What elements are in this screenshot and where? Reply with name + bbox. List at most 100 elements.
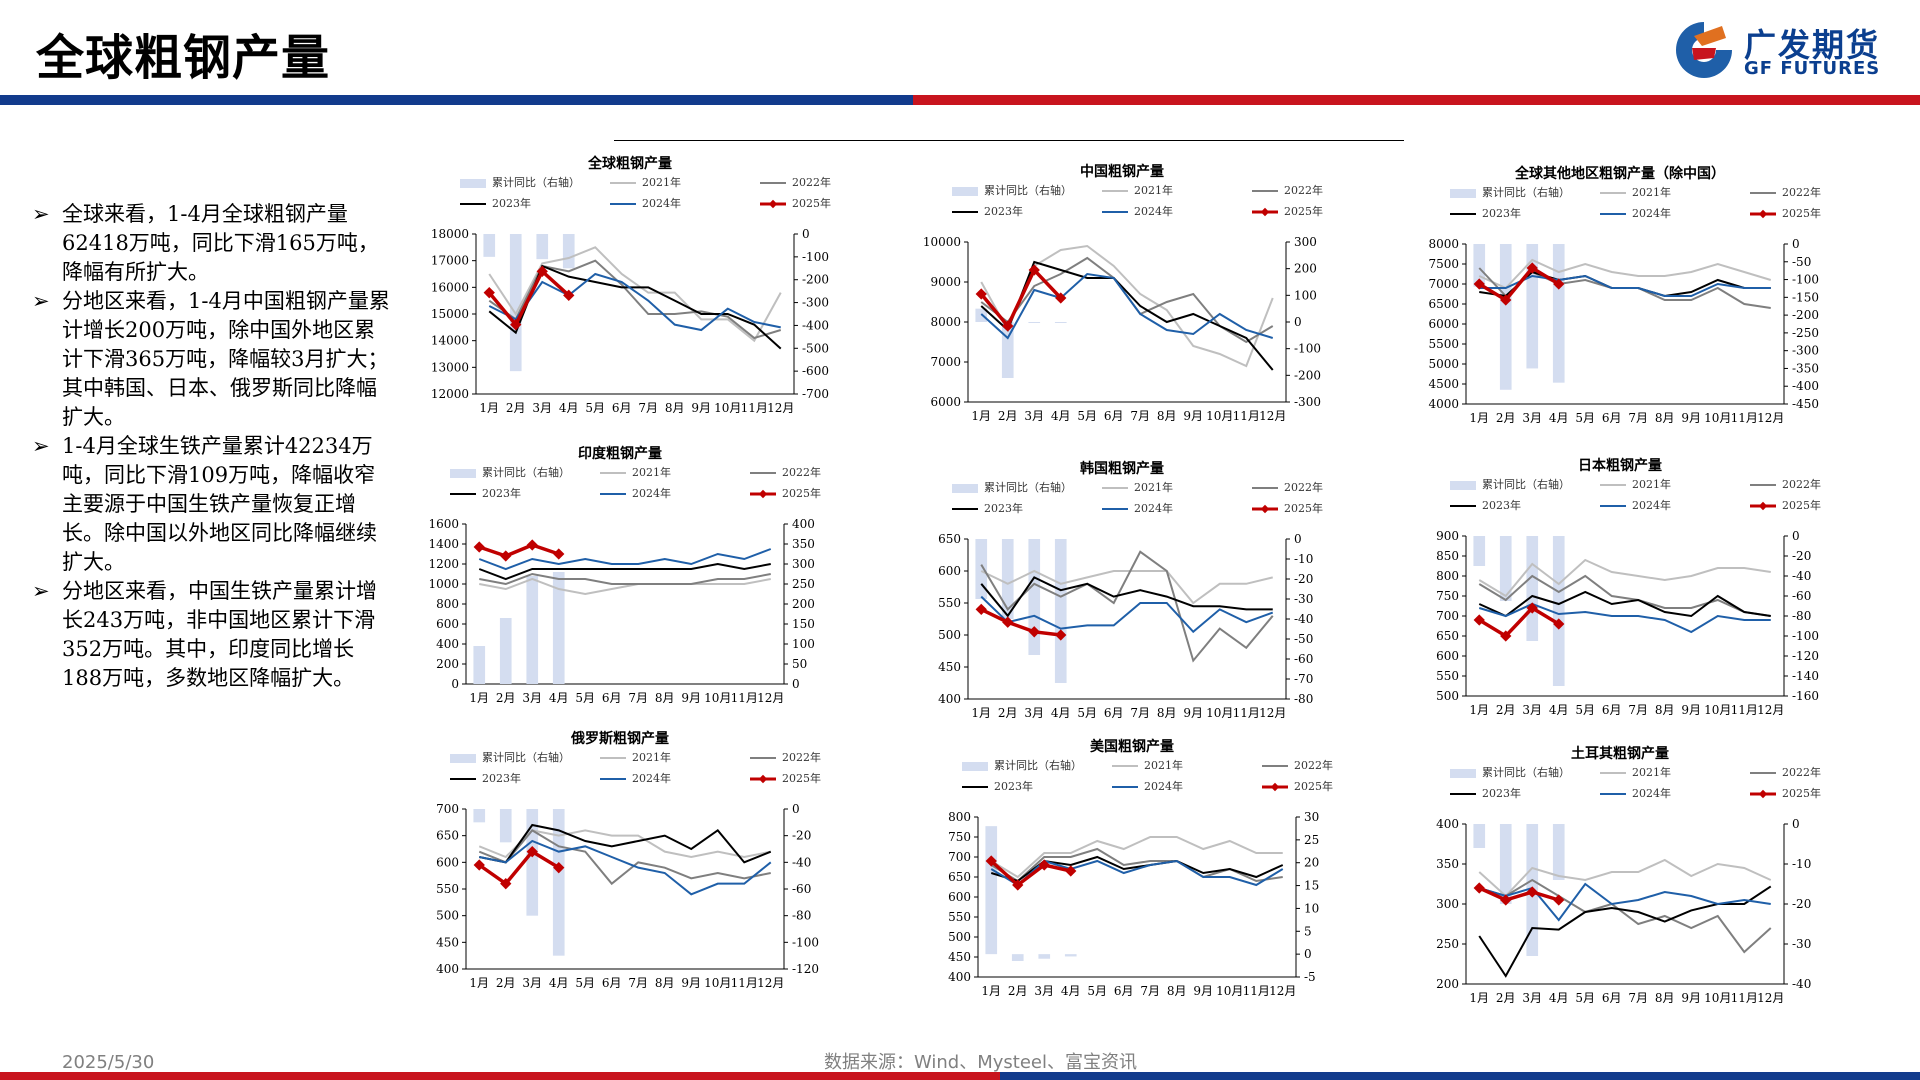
point-2025: [1473, 882, 1485, 894]
legend-label: 2021年: [632, 750, 671, 764]
x-tick-label: 5月: [585, 401, 605, 415]
y2-tick-label: -40: [1792, 977, 1811, 991]
legend-label: 2022年: [782, 465, 821, 479]
x-tick-label: 10月: [1704, 991, 1731, 1005]
y2-tick-label: 0: [1792, 529, 1800, 543]
bar-cumulative-yoy: [1001, 539, 1014, 619]
bar-cumulative-yoy: [1526, 536, 1539, 641]
point-2025: [510, 319, 522, 331]
legend-label: 2023年: [482, 771, 521, 785]
x-tick-label: 6月: [1114, 984, 1134, 998]
series-line-2025年: [1478, 605, 1560, 639]
y-tick-label: 1200: [428, 557, 459, 571]
bar-cumulative-yoy: [1499, 536, 1512, 601]
x-tick-label: 8月: [1655, 411, 1675, 425]
y-tick-label: 400: [938, 692, 961, 706]
x-tick-label: 8月: [655, 976, 675, 990]
bar-cumulative-yoy: [1054, 322, 1067, 323]
y2-tick-label: -600: [802, 364, 829, 378]
y-tick-label: 450: [938, 660, 961, 674]
x-tick-label: 4月: [1061, 984, 1081, 998]
y-tick-label: 400: [436, 962, 459, 976]
x-tick-label: 12月: [757, 976, 784, 990]
y-tick-label: 700: [948, 850, 971, 864]
x-tick-label: 11月: [1243, 984, 1270, 998]
gf-futures-logo: 广发期货 GF FUTURES: [1672, 18, 1892, 84]
y-tick-label: 1600: [428, 517, 459, 531]
chart-title: 美国粗钢产量: [1090, 738, 1174, 755]
x-tick-label: 1月: [469, 976, 489, 990]
y-tick-label: 4000: [1428, 397, 1459, 411]
bar-cumulative-yoy: [499, 809, 512, 843]
point-2025: [1553, 894, 1565, 906]
legend-label: 累计同比（右轴）: [482, 465, 570, 479]
legend-label: 2021年: [1134, 183, 1173, 197]
legend-label: 2025年: [1284, 501, 1323, 515]
y-tick-label: 500: [938, 628, 961, 642]
y-tick-label: 8000: [1428, 237, 1459, 251]
x-tick-label: 6月: [1602, 411, 1622, 425]
x-tick-label: 6月: [1104, 409, 1124, 423]
y-tick-label: 250: [1436, 937, 1459, 951]
x-tick-label: 2月: [1008, 984, 1028, 998]
x-tick-label: 1月: [981, 984, 1001, 998]
bullet-text: 全球来看，1-4月全球粗钢产量62418万吨，同比下滑165万吨，降幅有所扩大。: [62, 202, 379, 284]
x-tick-label: 8月: [1655, 991, 1675, 1005]
x-tick-label: 5月: [1575, 411, 1595, 425]
legend-label: 2023年: [994, 779, 1033, 793]
x-tick-label: 7月: [628, 976, 648, 990]
point-2025: [1500, 294, 1512, 306]
x-tick-label: 10月: [704, 976, 731, 990]
bar-cumulative-yoy: [552, 572, 565, 684]
y2-tick-label: -120: [792, 962, 819, 976]
legend-label: 累计同比（右轴）: [492, 175, 580, 189]
summary-bullet: ➢ 1-4月全球生铁产量累计42234万吨，同比下滑109万吨，降幅收窄主要源于中…: [30, 432, 390, 577]
legend-label: 2022年: [1782, 765, 1821, 779]
legend-label: 累计同比（右轴）: [994, 758, 1082, 772]
legend-swatch: [460, 179, 486, 188]
y-tick-label: 5000: [1428, 357, 1459, 371]
y2-tick-label: -5: [1304, 970, 1316, 984]
header-band: [0, 95, 1920, 107]
y-tick-label: 550: [948, 910, 971, 924]
series-line-2023年: [478, 562, 771, 581]
x-tick-label: 11月: [1233, 706, 1260, 720]
bar-cumulative-yoy: [1054, 539, 1067, 683]
legend-label: 2025年: [1782, 206, 1821, 220]
x-tick-label: 3月: [522, 976, 542, 990]
legend-label: 累计同比（右轴）: [482, 750, 570, 764]
y-tick-label: 800: [1436, 569, 1459, 583]
gf-logo-icon: [1676, 22, 1732, 78]
y2-tick-label: -300: [802, 296, 829, 310]
y-tick-label: 1400: [428, 537, 459, 551]
legend-label: 2025年: [1782, 498, 1821, 512]
x-tick-label: 8月: [1157, 706, 1177, 720]
x-tick-label: 4月: [1051, 409, 1071, 423]
series-line-2021年: [1478, 258, 1772, 290]
legend-label: 2024年: [1144, 779, 1183, 793]
point-2025: [1028, 264, 1040, 276]
x-tick-label: 5月: [1575, 703, 1595, 717]
bar-cumulative-yoy: [1028, 322, 1041, 323]
y2-tick-label: 200: [792, 597, 815, 611]
y2-tick-label: -80: [792, 909, 811, 923]
point-2025: [1473, 278, 1485, 290]
legend-label: 累计同比（右轴）: [1482, 477, 1570, 491]
x-tick-label: 9月: [1183, 409, 1203, 423]
y-tick-label: 600: [436, 617, 459, 631]
y-tick-label: 850: [1436, 549, 1459, 563]
x-tick-label: 4月: [549, 691, 569, 705]
x-tick-label: 11月: [731, 976, 758, 990]
x-tick-label: 9月: [681, 976, 701, 990]
y2-tick-label: 10: [1304, 901, 1319, 915]
y2-tick-label: 0: [1294, 315, 1302, 329]
series-line-2022年: [1478, 574, 1771, 617]
y2-tick-label: -60: [1792, 589, 1811, 603]
x-tick-label: 10月: [714, 401, 741, 415]
point-2025: [1500, 894, 1512, 906]
legend-label: 2025年: [1782, 786, 1821, 800]
y2-tick-label: 300: [792, 557, 815, 571]
legend-label: 2024年: [1134, 204, 1173, 218]
